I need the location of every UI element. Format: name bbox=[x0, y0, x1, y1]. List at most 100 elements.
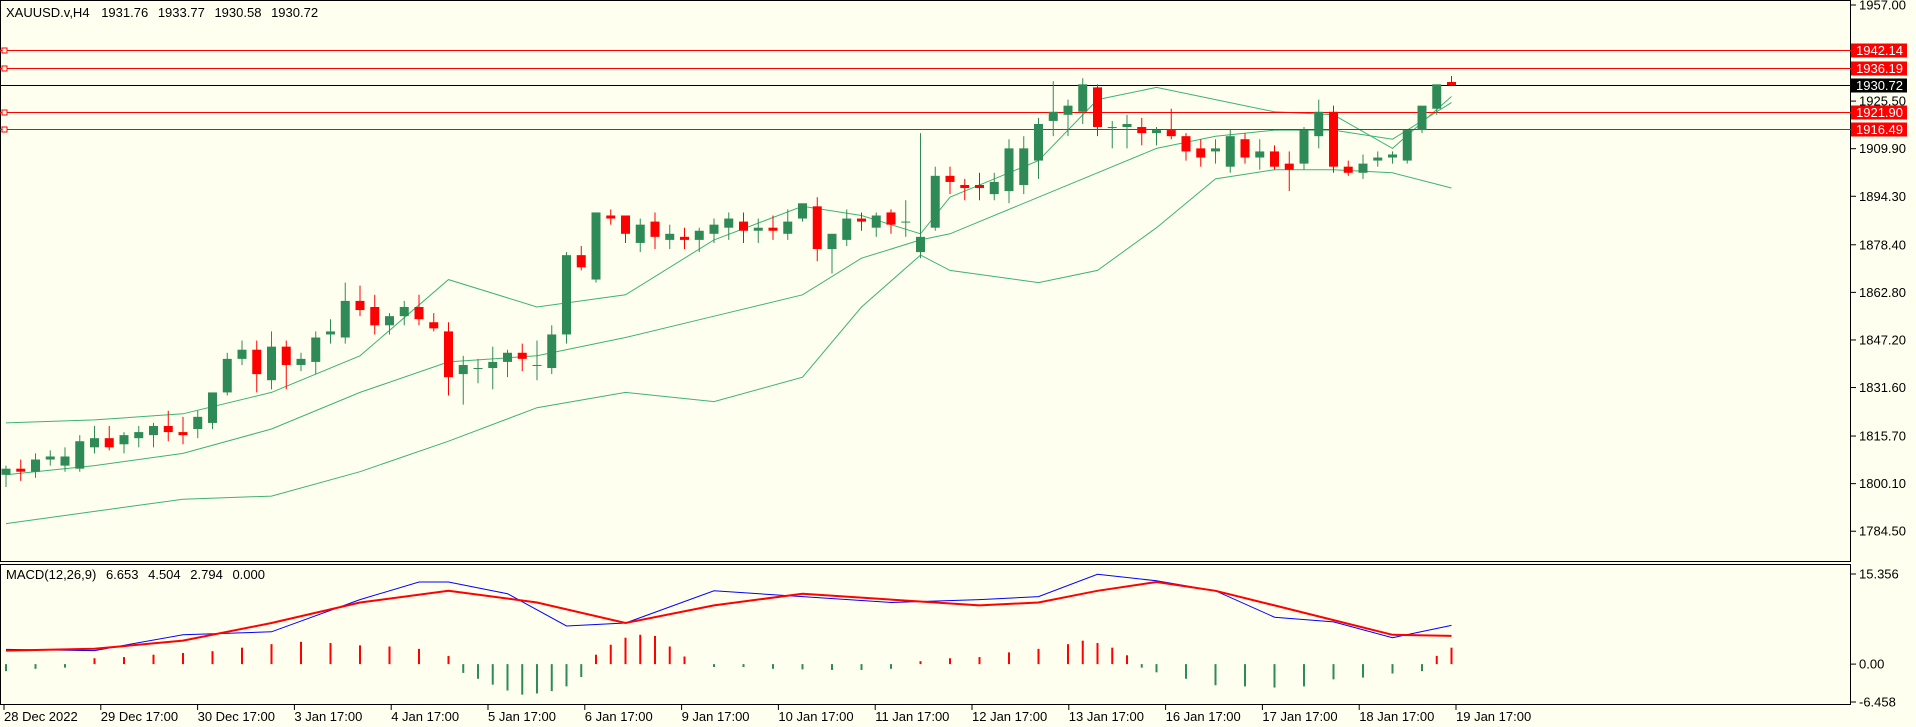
candle-bull bbox=[1299, 130, 1309, 164]
price-tick-label: 1862.80 bbox=[1859, 285, 1906, 300]
time-tick-label: 29 Dec 17:00 bbox=[101, 709, 178, 724]
price-tick-label: 1909.90 bbox=[1859, 141, 1906, 156]
candle-bull bbox=[1225, 136, 1235, 167]
candle-bull bbox=[237, 349, 247, 359]
candle-bear bbox=[1166, 130, 1176, 137]
time-tick-label: 5 Jan 17:00 bbox=[488, 709, 556, 724]
candle-bull bbox=[75, 441, 85, 469]
candle-bull bbox=[222, 358, 232, 393]
macd-extra-value: 0.000 bbox=[232, 567, 265, 582]
candle-bull bbox=[1152, 130, 1161, 134]
candle-bull bbox=[591, 212, 601, 280]
candle-bear bbox=[768, 227, 778, 231]
candle-bull bbox=[798, 203, 807, 219]
level-price-tag bbox=[1851, 105, 1907, 120]
candle-bear bbox=[1240, 139, 1250, 158]
price-tick-label: 1847.20 bbox=[1859, 332, 1906, 347]
candle-bear bbox=[1137, 127, 1147, 134]
symbol-name: XAUUSD.v,H4 bbox=[6, 5, 90, 20]
level-price-tag bbox=[1851, 61, 1907, 76]
candle-bull bbox=[562, 255, 571, 335]
candle-bear bbox=[857, 218, 866, 222]
macd-main-line bbox=[5, 573, 1452, 652]
candle-bull bbox=[208, 392, 217, 423]
macd-info: MACD(12,26,9) 6.653 4.504 2.794 0.000 bbox=[6, 567, 265, 582]
candle-bull bbox=[311, 337, 321, 362]
level-handle[interactable] bbox=[1, 126, 8, 133]
candle-bull bbox=[916, 236, 925, 253]
price-axis: 1957.00 1925.50 1909.90 1894.30 1878.40 1862.… bbox=[1851, 0, 1906, 539]
ohlc-close: 1930.72 bbox=[271, 5, 318, 20]
current-price-label: 1930.72 bbox=[1856, 78, 1903, 93]
candle-bear bbox=[1093, 87, 1102, 128]
candle-bear bbox=[429, 322, 439, 329]
level-handle[interactable] bbox=[1, 47, 8, 54]
candle-bear bbox=[960, 184, 970, 189]
candle-bull bbox=[1019, 148, 1029, 185]
level-price-label: 1921.90 bbox=[1856, 105, 1903, 120]
macd-main-value: 6.653 bbox=[106, 567, 139, 582]
candle-bear bbox=[16, 468, 26, 472]
candle-bull bbox=[1004, 148, 1014, 192]
candle-bull bbox=[665, 233, 675, 240]
macd-tick-label: 15.356 bbox=[1859, 567, 1899, 582]
price-tick-label: 1784.50 bbox=[1859, 524, 1906, 539]
candle-bear bbox=[1329, 111, 1338, 167]
macd-tick-label: -6.458 bbox=[1859, 695, 1896, 710]
candle-bull bbox=[901, 221, 911, 223]
price-tick-label: 1925.50 bbox=[1859, 94, 1906, 109]
candle-bear bbox=[945, 175, 955, 182]
candle-bull bbox=[45, 456, 55, 460]
candle-bull bbox=[296, 358, 306, 365]
candle-bear bbox=[606, 215, 616, 219]
candle-bull bbox=[827, 233, 837, 250]
price-tick-label: 1800.10 bbox=[1859, 476, 1906, 491]
candle-bull bbox=[385, 316, 394, 326]
candle-bull bbox=[635, 224, 645, 243]
symbol-info: XAUUSD.v,H4 1931.76 1933.77 1930.58 1930… bbox=[6, 5, 318, 20]
candle-bull bbox=[753, 227, 763, 231]
candle-bear bbox=[1196, 148, 1206, 158]
candle-bear bbox=[650, 221, 660, 237]
time-tick-label: 12 Jan 17:00 bbox=[972, 709, 1047, 724]
candle-bull bbox=[1432, 84, 1442, 109]
macd-axis: 15.356 0.00 -6.458 bbox=[1851, 567, 1899, 710]
level-handle[interactable] bbox=[1, 109, 8, 116]
candle-bull bbox=[871, 215, 881, 228]
candle-bull bbox=[694, 230, 704, 240]
candle-bull bbox=[842, 218, 852, 240]
candle-bull bbox=[1255, 151, 1265, 158]
current-price-tag bbox=[1851, 78, 1907, 93]
candle-bull bbox=[267, 346, 276, 381]
time-tick-label: 18 Jan 17:00 bbox=[1359, 709, 1434, 724]
price-tick-label: 1831.60 bbox=[1859, 380, 1906, 395]
macd-panel-frame bbox=[0, 564, 1851, 705]
candle-bear bbox=[370, 307, 380, 326]
candle-bull bbox=[930, 175, 940, 228]
candle-bull bbox=[326, 331, 335, 335]
bollinger-middle-line bbox=[5, 102, 1452, 476]
candle-bull bbox=[1211, 148, 1220, 152]
price-tick-label: 1878.40 bbox=[1859, 237, 1906, 252]
horizontal-levels[interactable]: 1942.14 1936.19 1921.90 1916.49 1930.72 bbox=[0, 43, 1907, 137]
time-axis: 28 Dec 2022 29 Dec 17:00 30 Dec 17:00 3 Jan… bbox=[3, 705, 1531, 724]
candle-bull bbox=[1417, 105, 1427, 131]
price-panel-frame bbox=[0, 0, 1851, 562]
candle-bull bbox=[1314, 111, 1324, 137]
macd-tick-label: 0.00 bbox=[1859, 657, 1884, 672]
candle-bull bbox=[1034, 123, 1043, 161]
candle-bear bbox=[812, 206, 822, 250]
candle-bull bbox=[1373, 157, 1383, 161]
level-handle[interactable] bbox=[1, 65, 8, 72]
ohlc-high: 1933.77 bbox=[158, 5, 205, 20]
candle-bull bbox=[31, 459, 40, 472]
candle-bear bbox=[414, 307, 424, 320]
candle-bull bbox=[399, 307, 409, 317]
time-tick-label: 17 Jan 17:00 bbox=[1262, 709, 1337, 724]
time-tick-label: 13 Jan 17:00 bbox=[1069, 709, 1144, 724]
candle-bull bbox=[1048, 111, 1058, 121]
candle-bear bbox=[1181, 136, 1191, 152]
candle-bear bbox=[886, 212, 896, 225]
